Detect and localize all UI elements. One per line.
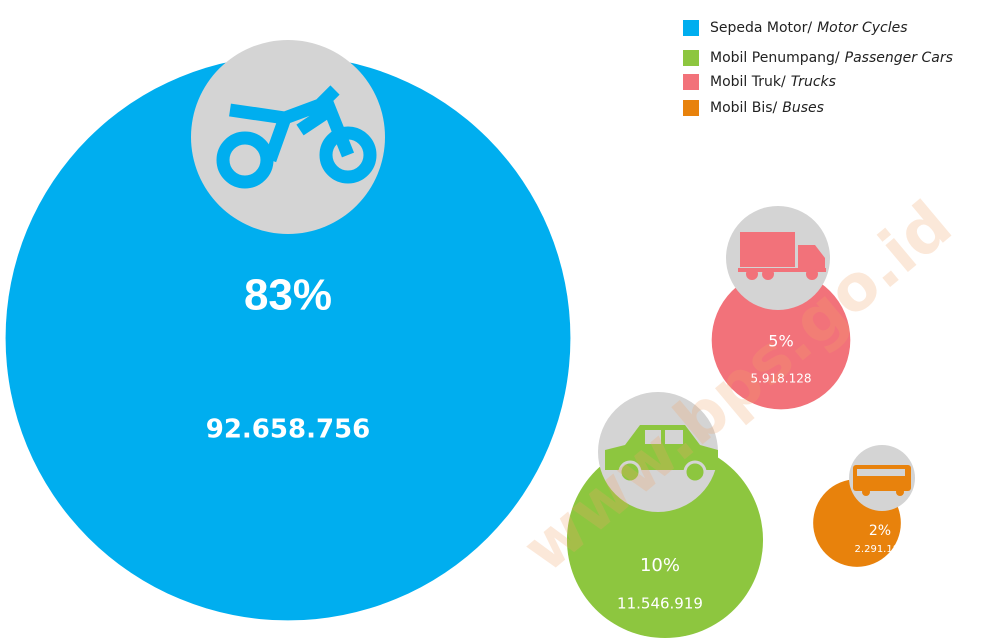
icons	[191, 40, 915, 512]
count-label: 5.918.128	[750, 372, 811, 386]
truck-icon	[738, 232, 826, 280]
legend-name-en: Buses	[782, 100, 824, 116]
legend: Sepeda Motor/Motor Cycles Mobil Penumpang…	[683, 20, 953, 116]
value-label: 10%	[640, 555, 680, 576]
count-label: 11.546.919	[617, 595, 703, 613]
legend-swatch	[683, 50, 699, 66]
legend-name: Mobil Bis/	[710, 100, 778, 116]
value-label: 2%	[869, 523, 891, 539]
motorcycle-icon	[216, 85, 377, 189]
legend-label: Mobil Penumpang/Passenger Cars	[710, 50, 953, 66]
count-label: 92.658.756	[206, 415, 370, 445]
legend-name: Mobil Truk/	[710, 74, 786, 90]
legend-swatch	[683, 20, 699, 36]
count-label: 2.291.182	[855, 544, 906, 555]
legend-name-en: Passenger Cars	[845, 50, 953, 66]
legend-name-en: Trucks	[791, 74, 836, 90]
legend-label: Mobil Truk/Trucks	[710, 74, 836, 90]
legend-swatch	[683, 100, 699, 116]
legend-name: Sepeda Motor/	[710, 20, 812, 36]
legend-swatch	[683, 74, 699, 90]
value-label: 5%	[768, 332, 793, 351]
legend-label: Sepeda Motor/Motor Cycles	[710, 20, 908, 36]
legend-name: Mobil Penumpang/	[710, 50, 840, 66]
labels: 83% 92.658.756 10% 11.546.919 5% 5.918.128 2% 2…	[206, 271, 906, 613]
car-icon	[605, 425, 718, 484]
legend-label: Mobil Bis/Buses	[710, 100, 824, 116]
value-label: 83%	[244, 271, 332, 320]
bubble	[711, 270, 851, 410]
legend-name-en: Motor Cycles	[817, 20, 907, 36]
bubble	[5, 55, 571, 621]
bus-icon	[853, 465, 911, 496]
